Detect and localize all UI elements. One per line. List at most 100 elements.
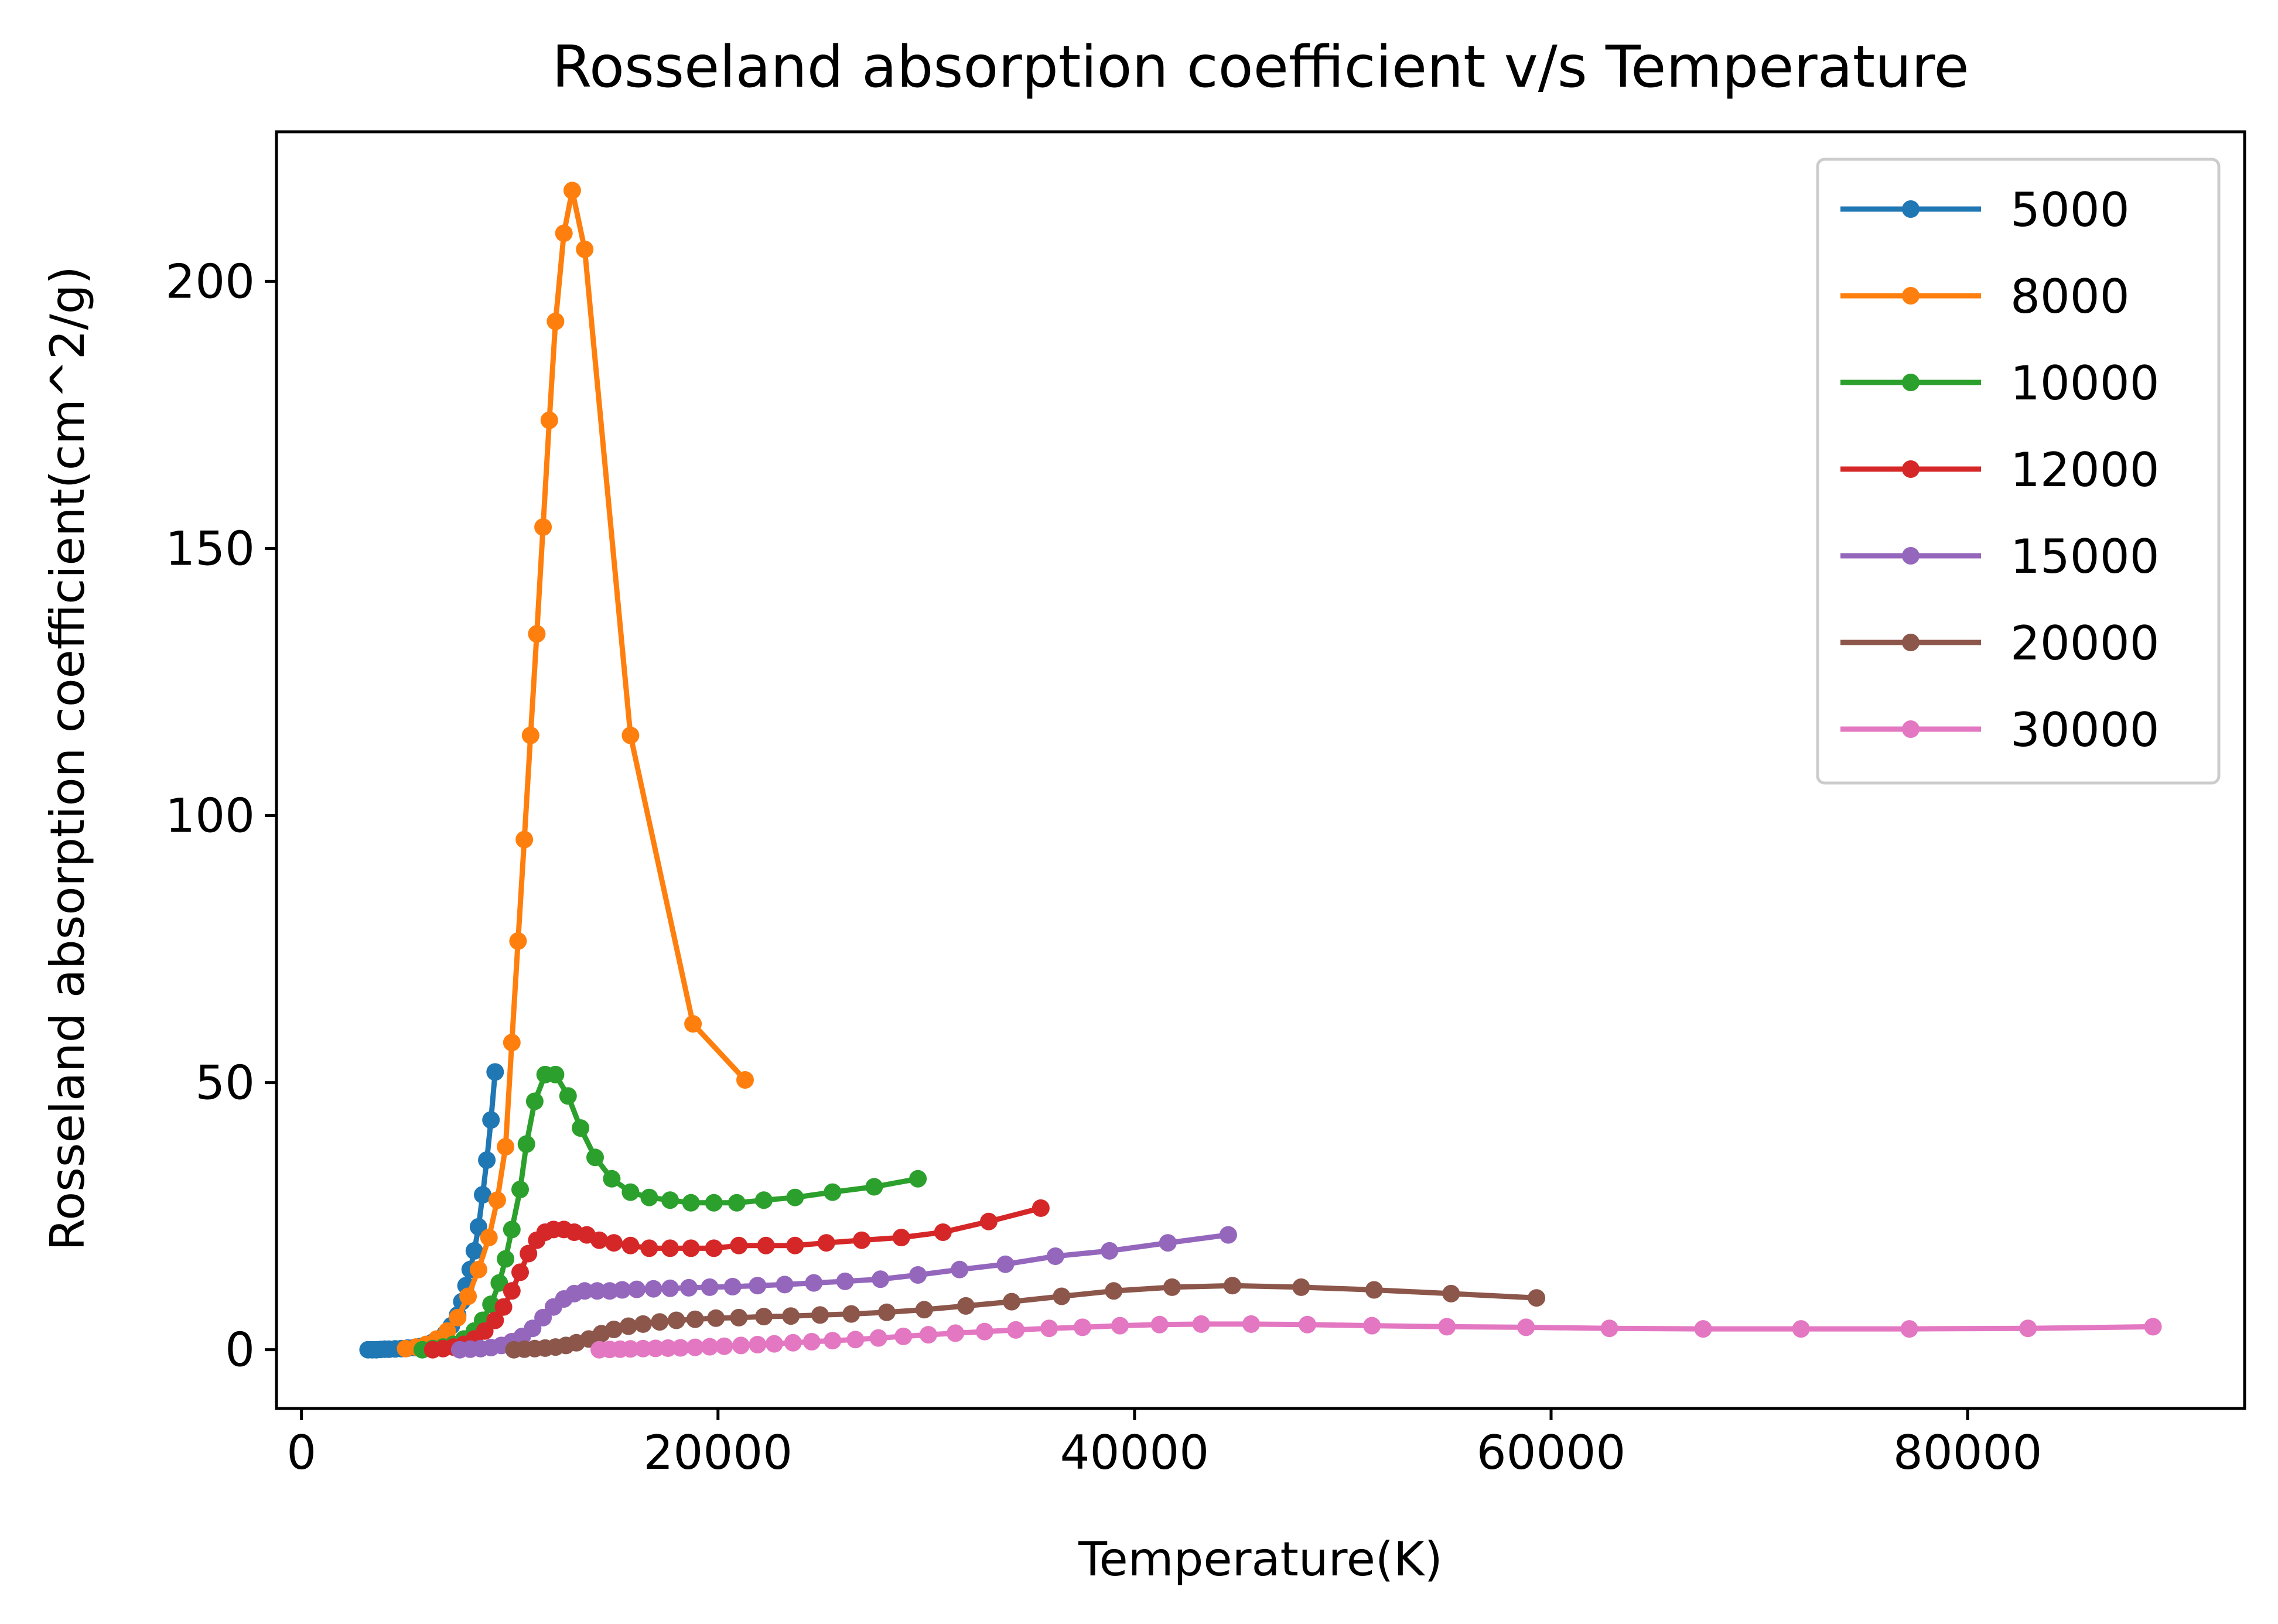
data-point [947, 1324, 965, 1342]
data-point [755, 1191, 773, 1209]
data-point [563, 182, 581, 200]
data-point [1299, 1315, 1316, 1334]
data-point [1074, 1318, 1091, 1336]
data-point [686, 1338, 704, 1356]
data-point [1694, 1320, 1712, 1338]
data-point [1003, 1293, 1021, 1311]
data-point [515, 830, 534, 849]
data-point [509, 932, 527, 950]
data-point [802, 1333, 821, 1351]
data-point [478, 1151, 496, 1169]
data-point [836, 1272, 854, 1290]
data-point [1517, 1318, 1535, 1336]
legend-marker [1902, 547, 1920, 565]
data-point [853, 1231, 871, 1249]
data-point [805, 1274, 823, 1292]
data-point [824, 1332, 842, 1350]
data-point [1242, 1315, 1260, 1333]
data-point [951, 1260, 969, 1278]
data-point [1040, 1319, 1058, 1338]
legend: 5000 8000 10000 12000 15000 20000 30000 [1816, 158, 2221, 785]
data-point [619, 1317, 637, 1335]
data-point [732, 1336, 750, 1355]
data-point [661, 1239, 679, 1257]
legend-item-8000: 8000 [1840, 269, 2130, 324]
data-point [661, 1279, 679, 1297]
legend-marker [1902, 460, 1920, 478]
data-point [659, 1339, 677, 1357]
data-point [892, 1229, 910, 1247]
data-point [671, 1339, 689, 1357]
y-axis-label: Rosseland absorption coefficient(cm^2/g) [40, 266, 95, 1250]
x-tick-label: 20000 [644, 1425, 793, 1480]
data-point [996, 1255, 1015, 1273]
data-point [975, 1322, 993, 1341]
data-point [909, 1170, 927, 1188]
legend-item-20000: 20000 [1840, 616, 2160, 671]
data-point [824, 1183, 842, 1201]
data-point [894, 1327, 913, 1345]
data-point [661, 1191, 679, 1209]
data-point [1600, 1319, 1618, 1338]
data-point [877, 1303, 896, 1321]
data-point [684, 1015, 702, 1033]
data-point [621, 1183, 640, 1201]
data-point [1224, 1277, 1241, 1295]
data-point [503, 1034, 521, 1052]
data-point [705, 1239, 723, 1257]
legend-marker [1902, 374, 1920, 391]
data-point [1105, 1282, 1123, 1300]
legend-item-12000: 12000 [1840, 443, 2160, 497]
data-point [1438, 1318, 1456, 1336]
data-point [736, 1071, 754, 1089]
data-point [517, 1135, 535, 1153]
data-point [705, 1194, 723, 1212]
data-point [869, 1329, 887, 1347]
data-point [547, 312, 565, 330]
legend-marker [1902, 720, 1920, 738]
data-point [776, 1276, 794, 1294]
data-point [865, 1178, 883, 1196]
x-axis-label: Temperature(K) [1078, 1532, 1443, 1587]
data-point [1163, 1278, 1181, 1296]
data-point [811, 1306, 829, 1324]
data-point [1007, 1321, 1025, 1339]
data-point [686, 1310, 704, 1328]
data-point [786, 1188, 804, 1206]
data-point [934, 1223, 952, 1241]
data-point [2144, 1318, 2162, 1336]
data-point [755, 1308, 773, 1326]
data-point [486, 1063, 504, 1081]
data-point [846, 1331, 865, 1349]
legend-marker [1902, 634, 1920, 651]
data-point [621, 726, 640, 744]
series-20000 [505, 1277, 1546, 1359]
legend-label: 30000 [2010, 703, 2160, 757]
data-point [490, 1274, 508, 1292]
data-point [1111, 1317, 1129, 1335]
data-point [547, 1065, 565, 1083]
data-point [647, 1339, 665, 1358]
legend-label: 5000 [2010, 183, 2130, 237]
data-point [980, 1212, 998, 1230]
data-point [497, 1138, 515, 1156]
data-point [613, 1281, 631, 1299]
data-point [605, 1234, 623, 1252]
data-point [559, 1087, 577, 1105]
data-point [651, 1313, 669, 1331]
data-point [494, 1298, 513, 1316]
data-point [842, 1305, 860, 1323]
data-point [480, 1229, 498, 1247]
x-tick-label: 40000 [1060, 1425, 1210, 1480]
y-tick-label: 0 [225, 1323, 255, 1377]
data-point [1150, 1315, 1169, 1334]
data-point [634, 1315, 652, 1333]
data-point [1900, 1320, 1918, 1338]
data-point [640, 1188, 658, 1206]
data-point [486, 1311, 504, 1329]
data-point [459, 1287, 477, 1305]
data-point [644, 1280, 662, 1298]
legend-label: 10000 [2010, 356, 2160, 411]
data-point [1053, 1287, 1071, 1305]
data-point [511, 1181, 529, 1198]
